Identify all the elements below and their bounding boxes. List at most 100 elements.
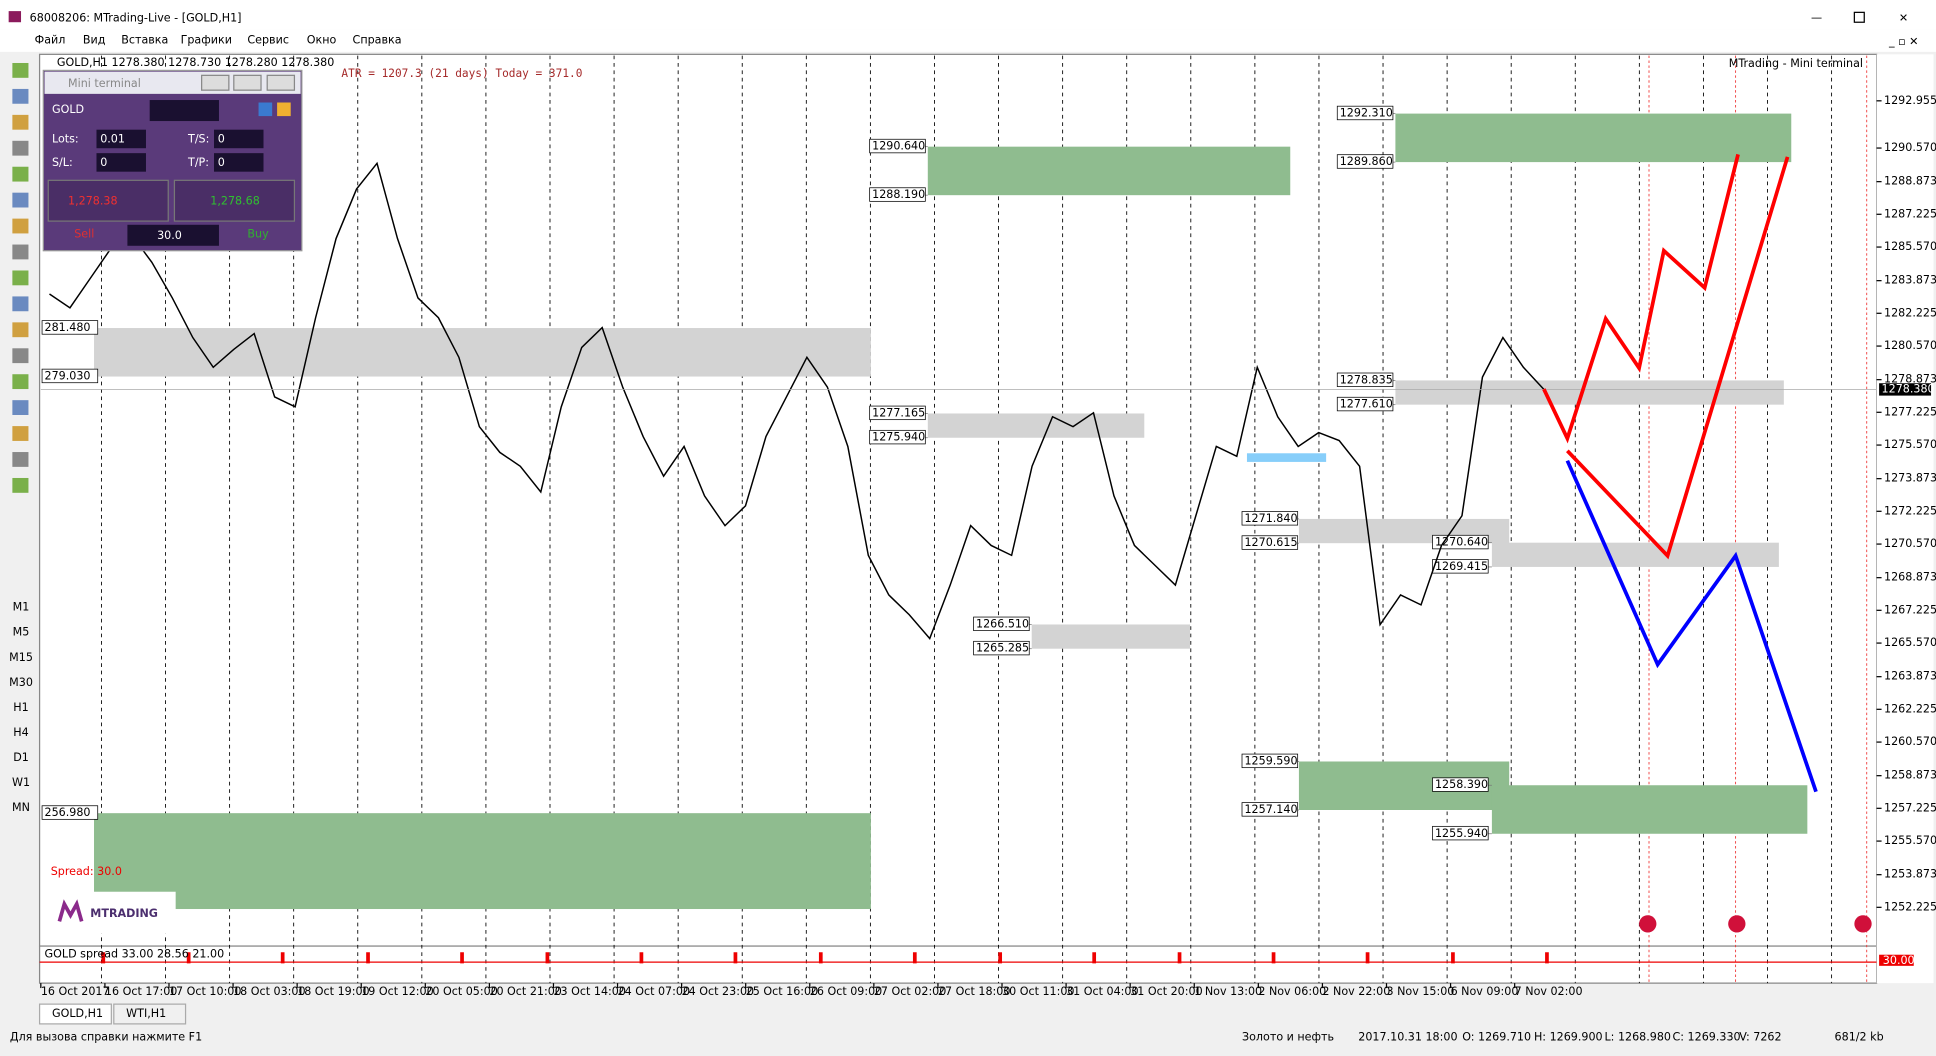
tool-icon[interactable]	[12, 218, 29, 234]
close-button[interactable]: ✕	[1899, 12, 1908, 25]
x-tick-label: 1 Nov 13:00	[1194, 985, 1262, 998]
tp-label: T/P:	[187, 156, 209, 169]
menu-item[interactable]: Вставка	[121, 34, 168, 47]
indicator-bar	[733, 952, 738, 964]
level-label: 1290.640	[872, 140, 925, 153]
y-tick-label: 1257.225	[1884, 801, 1936, 814]
buy-price: 1,278.68	[210, 194, 260, 207]
x-tick-label: 31 Oct 04:00	[1066, 985, 1138, 998]
tp-value: 0	[218, 156, 225, 169]
tab[interactable]	[113, 1003, 187, 1025]
y-tick-label: 1280.570	[1884, 339, 1936, 352]
indicator-bar	[1365, 952, 1370, 964]
x-tick-label: 18 Oct 19:00	[297, 985, 369, 998]
menu-item[interactable]: Вид	[83, 34, 106, 47]
tool-icon[interactable]	[12, 400, 29, 415]
menu-item[interactable]: Графики	[181, 34, 232, 47]
tool-icon[interactable]	[12, 192, 29, 208]
x-tick-label: 2 Nov 22:00	[1322, 985, 1390, 998]
x-tick-label: 16 Oct 17:00	[105, 985, 177, 998]
lots-input[interactable]	[96, 129, 146, 149]
x-tick-label: 3 Nov 15:00	[1386, 985, 1454, 998]
tool-icon[interactable]	[12, 166, 29, 182]
maximize-button[interactable]	[1853, 11, 1865, 23]
indicator-bar	[545, 952, 550, 964]
price-zone	[94, 328, 871, 377]
indicator-axis-label: 30.00	[1883, 954, 1915, 967]
status-text: Золото и нефть	[1242, 1030, 1334, 1043]
mini-close[interactable]	[266, 74, 296, 91]
timeframe-button[interactable]: M30	[9, 676, 33, 689]
level-box	[973, 640, 1030, 656]
timeframe-button[interactable]: M5	[13, 626, 30, 639]
y-tick-label: 1290.570	[1884, 141, 1936, 154]
x-tick-label: 23 Oct 14:00	[553, 985, 625, 998]
level-box	[869, 405, 926, 421]
tool-icon[interactable]	[12, 374, 29, 390]
tp-input[interactable]	[214, 153, 264, 172]
tool-icon[interactable]	[12, 114, 29, 130]
y-tick-label: 1253.873	[1884, 868, 1936, 881]
timeframe-button[interactable]: M15	[9, 651, 33, 664]
tool-icon[interactable]	[12, 140, 29, 156]
timeframe-button[interactable]: D1	[13, 751, 29, 764]
timeframe-button[interactable]: W1	[12, 776, 30, 789]
price-axis-bg	[1876, 54, 1934, 984]
menu-item[interactable]: Справка	[353, 34, 402, 47]
timeframe-button[interactable]: H1	[13, 701, 28, 714]
tool-icon[interactable]	[12, 348, 29, 364]
tool-icon[interactable]	[12, 452, 29, 467]
y-tick-label: 1268.873	[1884, 571, 1936, 584]
y-tick-label: 1272.225	[1884, 504, 1936, 517]
alarms	[1639, 915, 1872, 933]
timeframe-button[interactable]: MN	[12, 801, 30, 814]
tab[interactable]	[38, 1003, 112, 1025]
alarm-icon[interactable]	[1728, 915, 1746, 933]
level-label: 1289.860	[1340, 155, 1393, 168]
timeframe-button[interactable]: M1	[13, 601, 30, 614]
menu-item[interactable]: Сервис	[247, 34, 289, 47]
tool-icon[interactable]	[12, 426, 29, 441]
tool-icon[interactable]	[12, 270, 29, 286]
indicator-bar	[186, 952, 191, 964]
minimize-button[interactable]: —	[1811, 12, 1822, 25]
indicator-area	[38, 945, 1878, 984]
status-bar	[0, 1026, 1936, 1049]
x-tick-label: 26 Oct 09:00	[810, 985, 882, 998]
sl-input[interactable]	[96, 153, 146, 172]
tool-icon[interactable]	[12, 244, 29, 260]
timeframes: M1 M5 M15 M30 H1 H4 D1 W1 MN	[9, 601, 33, 815]
menu-item[interactable]: Файл	[35, 34, 66, 47]
settings-icon[interactable]	[277, 102, 291, 117]
timeframe-button[interactable]: H4	[13, 726, 28, 739]
alarm-icon[interactable]	[1854, 915, 1872, 933]
symbol-box[interactable]	[149, 100, 219, 122]
alarm-icon[interactable]	[1639, 915, 1657, 933]
price-zone	[927, 146, 1291, 196]
tool-icon[interactable]	[12, 296, 29, 312]
indicator-bar	[998, 952, 1003, 964]
x-tick-label: 20 Oct 21:00	[489, 985, 561, 998]
tool-icon[interactable]	[12, 322, 29, 338]
indicator-axis-marker	[1879, 954, 1914, 966]
sell-button[interactable]	[47, 179, 169, 222]
x-tick-label: 20 Oct 05:00	[425, 985, 497, 998]
tool-icon[interactable]	[12, 62, 29, 78]
mdi-buttons[interactable]: _ ▫ ✕	[1888, 35, 1918, 48]
tool-icon[interactable]	[12, 477, 29, 493]
tool-icon[interactable]	[12, 88, 29, 104]
level-label: 1270.640	[1435, 536, 1488, 549]
menu-item[interactable]: Окно	[307, 34, 337, 47]
indicator-bar	[818, 952, 823, 964]
level-box	[1336, 154, 1394, 169]
ts-input[interactable]	[214, 129, 264, 149]
settings-icon[interactable]	[258, 102, 273, 117]
mini-restore[interactable]	[233, 74, 262, 91]
mini-minimize[interactable]	[201, 74, 230, 91]
level-label: 1265.285	[976, 642, 1029, 655]
status-text: L: 1268.980	[1604, 1030, 1671, 1043]
buy-button[interactable]	[173, 179, 296, 222]
indicator-header: GOLD spread 33.00 28.56 21.00	[45, 948, 225, 961]
title-bar	[0, 0, 1936, 30]
level-box	[41, 320, 99, 335]
